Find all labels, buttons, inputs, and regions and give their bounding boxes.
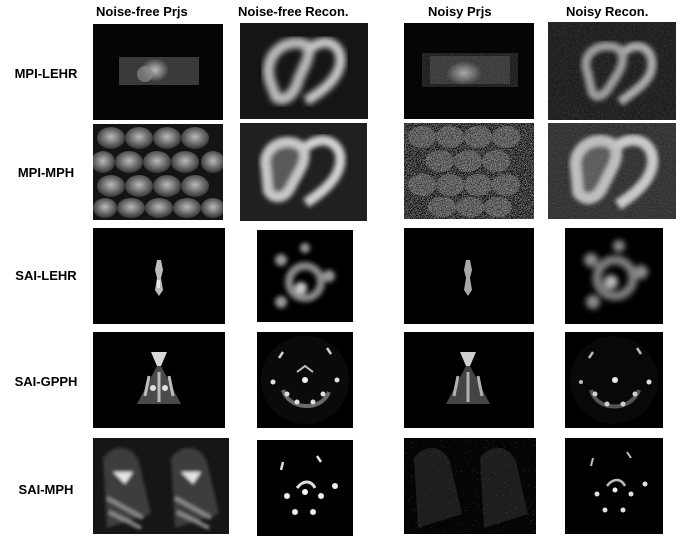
panel-mpi-lehr-noise-free-prjs	[93, 24, 223, 120]
panel-sai-gpph-noise-free-prjs	[93, 332, 225, 428]
panel-sai-mph-noisy-prjs	[404, 438, 536, 534]
panel-mpi-mph-noise-free-prjs	[93, 124, 223, 220]
column-header-noise-free-prjs: Noise-free Prjs	[96, 4, 188, 19]
column-header-noisy-recon: Noisy Recon.	[566, 4, 649, 19]
row-label-mpi-lehr: MPI-LEHR	[14, 66, 78, 81]
panel-sai-lehr-noise-free-prjs	[93, 228, 225, 324]
panel-mpi-mph-noise-free-recon	[240, 123, 367, 221]
row-label-sai-gpph: SAI-GPPH	[14, 374, 78, 389]
panel-sai-gpph-noisy-prjs	[404, 332, 534, 428]
panel-mpi-lehr-noisy-recon	[548, 22, 676, 120]
panel-sai-lehr-noise-free-recon	[257, 230, 353, 322]
panel-sai-mph-noise-free-recon	[257, 440, 353, 536]
panel-mpi-mph-noisy-recon	[548, 123, 676, 219]
panel-sai-mph-noisy-recon	[565, 438, 663, 534]
row-label-sai-lehr: SAI-LEHR	[15, 268, 77, 283]
panel-sai-mph-noise-free-prjs	[93, 438, 229, 534]
column-header-noise-free-recon: Noise-free Recon.	[238, 4, 349, 19]
row-label-sai-mph: SAI-MPH	[18, 482, 74, 497]
panel-sai-lehr-noisy-prjs	[404, 228, 534, 324]
panel-mpi-mph-noisy-prjs	[404, 123, 534, 219]
panel-sai-lehr-noisy-recon	[565, 228, 663, 324]
row-label-mpi-mph: MPI-MPH	[17, 165, 75, 180]
panel-sai-gpph-noise-free-recon	[257, 332, 353, 428]
panel-sai-gpph-noisy-recon	[565, 332, 663, 428]
panel-mpi-lehr-noise-free-recon	[240, 23, 368, 119]
panel-mpi-lehr-noisy-prjs	[404, 23, 534, 119]
column-header-noisy-prjs: Noisy Prjs	[428, 4, 492, 19]
